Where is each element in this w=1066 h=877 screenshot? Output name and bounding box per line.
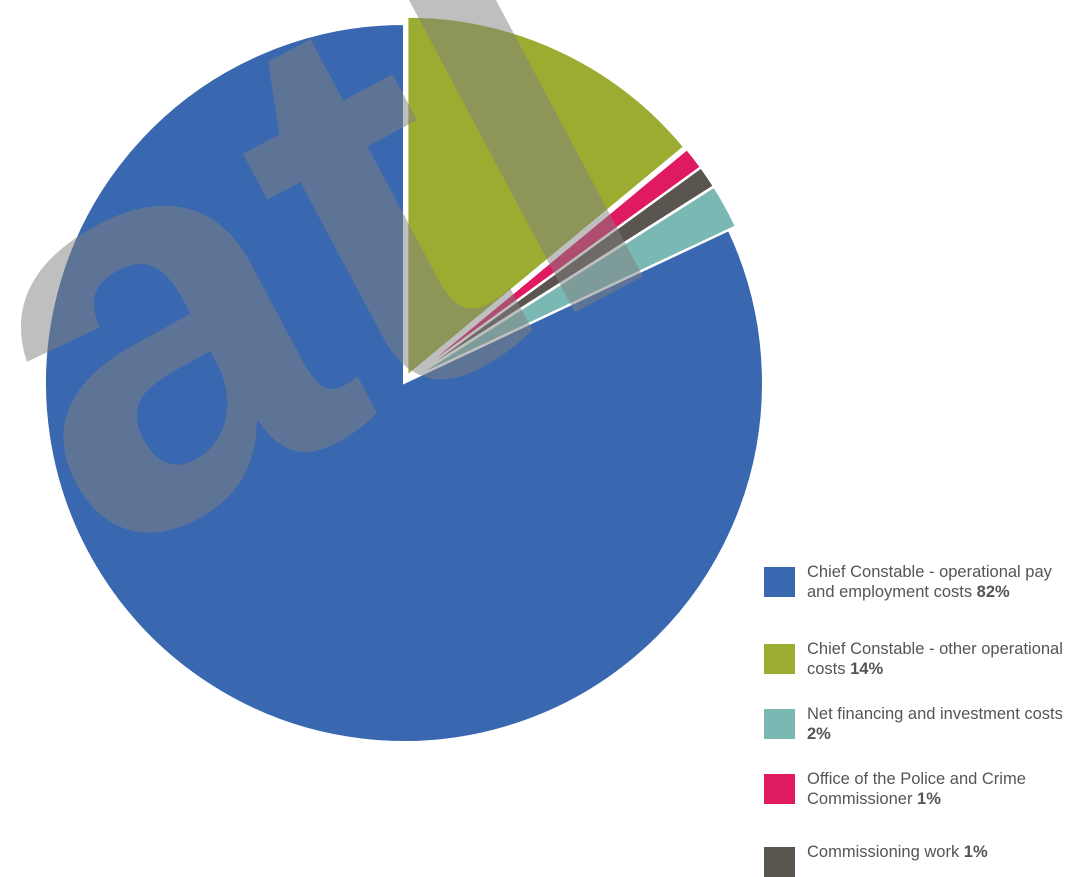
legend-label: Office of the Police and Crime Commissio… [807,769,1066,809]
legend-swatch [764,567,795,597]
legend-item: Net financing and investment costs 2% [764,704,1066,744]
legend-label-text: Net financing and investment costs [807,705,1063,723]
legend-label-text: Chief Constable - operational pay and em… [807,563,1052,601]
legend-label: Commissioning work 1% [807,842,1066,862]
legend-item: Commissioning work 1% [764,842,1066,877]
legend-value: 1% [964,843,988,861]
legend-value: 14% [850,660,883,678]
legend-label: Chief Constable - other operational cost… [807,639,1066,679]
legend-swatch [764,709,795,739]
legend-value: 2% [807,725,831,743]
legend-value: 82% [977,583,1010,601]
legend-label: Net financing and investment costs 2% [807,704,1066,744]
legend-value: 1% [917,790,941,808]
legend-label: Chief Constable - operational pay and em… [807,562,1066,602]
legend-label-text: Commissioning work [807,843,964,861]
legend-swatch [764,774,795,804]
legend-swatch [764,644,795,674]
legend-label-text: Chief Constable - other operational cost… [807,640,1063,678]
legend-item: Chief Constable - operational pay and em… [764,562,1066,602]
legend-swatch [764,847,795,877]
legend-item: Office of the Police and Crime Commissio… [764,769,1066,809]
legend-item: Chief Constable - other operational cost… [764,639,1066,679]
